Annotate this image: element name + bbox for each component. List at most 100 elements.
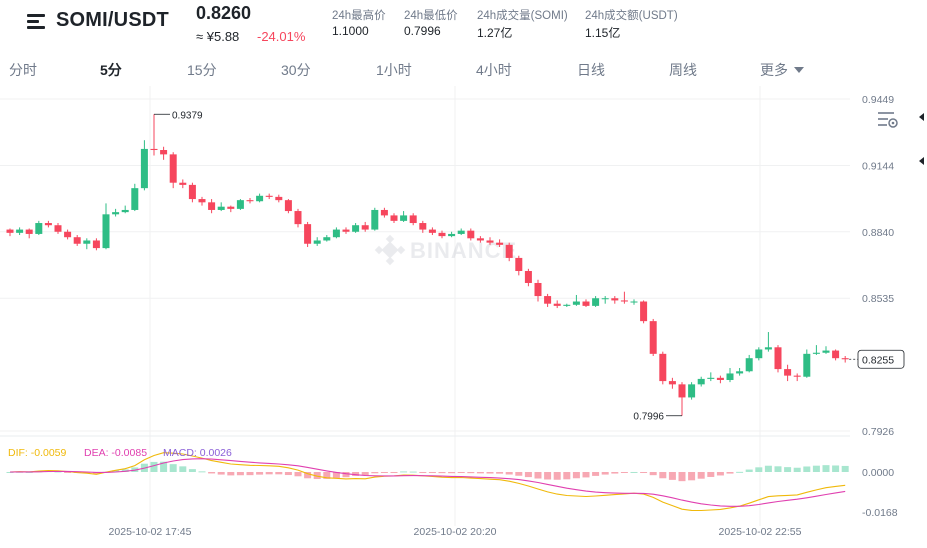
- macd-histogram-bar: [812, 465, 820, 472]
- macd-tick-label: -0.0168: [862, 507, 898, 519]
- dea-line: [9, 458, 846, 507]
- chart-settings-icon[interactable]: [877, 110, 899, 130]
- macd-histogram-bar: [169, 464, 177, 472]
- candle-body: [544, 296, 552, 304]
- interval-tabs: 分时 5分 15分 30分 1小时 4小时 日线 周线 更多: [0, 52, 927, 128]
- candle-body: [150, 148, 158, 151]
- candle-body: [812, 352, 820, 354]
- macd-histogram-bar: [150, 461, 158, 472]
- menu-icon[interactable]: [27, 14, 45, 30]
- candle-body: [102, 214, 110, 249]
- stat-volume-value: 1.27亿: [477, 26, 513, 40]
- candle-body: [592, 298, 600, 306]
- left-arrow-icon: [919, 113, 924, 121]
- price-axis: 0.9449 0.9144 0.8840 0.8535 0.7926: [862, 94, 894, 438]
- candle-body: [323, 237, 331, 241]
- stat-low-label: 24h最低价: [404, 10, 458, 22]
- time-tick-label: 2025-10-02 17:45: [109, 526, 192, 538]
- macd-histogram-bar: [64, 472, 72, 473]
- candle-body: [726, 373, 734, 380]
- dea-label: DEA: -0.0085: [84, 447, 148, 459]
- candle-body: [342, 229, 350, 232]
- candle-body: [169, 154, 177, 183]
- candle-body: [630, 301, 638, 303]
- side-collapse-arrows[interactable]: [916, 108, 927, 172]
- candle-body: [515, 257, 523, 271]
- candle-body: [803, 353, 811, 377]
- time-axis: 2025-10-02 17:45 2025-10-02 20:20 2025-10-…: [109, 526, 802, 538]
- macd-histogram-bar: [563, 472, 571, 480]
- macd-histogram-bar: [332, 472, 340, 478]
- macd-histogram-bar: [217, 472, 225, 475]
- macd-histogram-bar: [659, 472, 667, 479]
- chart-grid: [0, 86, 850, 526]
- more-intervals-button[interactable]: 更多: [760, 60, 804, 80]
- macd-histogram-bar: [620, 472, 628, 473]
- candle-body: [793, 375, 801, 377]
- candle-body: [553, 303, 561, 306]
- macd-histogram-bar: [832, 465, 840, 472]
- macd-histogram-bar: [179, 466, 187, 472]
- candle-body: [822, 350, 830, 353]
- macd-histogram-bar: [736, 471, 744, 473]
- macd-histogram-bar: [755, 467, 763, 472]
- time-tick-label: 2025-10-02 20:20: [414, 526, 497, 538]
- candle-body: [188, 184, 196, 200]
- macd-histogram-bar: [294, 472, 302, 477]
- candle-body: [265, 195, 273, 197]
- tab-timeline[interactable]: 分时: [9, 62, 37, 78]
- candle-body: [35, 223, 43, 234]
- macd-histogram-bar: [390, 472, 398, 473]
- macd-histogram-bar: [572, 472, 580, 479]
- candle-body: [428, 229, 436, 233]
- candle-body: [736, 371, 744, 374]
- stat-volume-label: 24h成交量(SOMI): [477, 10, 568, 22]
- candle-body: [73, 237, 81, 244]
- ticker-header: SOMI/USDT 0.8260 ≈ ¥5.88 -24.01% 24h最高价 …: [0, 0, 927, 52]
- candle-body: [467, 230, 475, 239]
- macd-histogram-bar: [707, 472, 715, 477]
- candle-body: [275, 196, 283, 201]
- left-arrow-icon: [919, 157, 924, 165]
- macd-histogram-bar: [726, 472, 734, 474]
- candle-body: [572, 301, 580, 305]
- candle-body: [649, 321, 657, 354]
- stat-turnover-label: 24h成交额(USDT): [585, 10, 678, 22]
- candle-body: [640, 301, 648, 322]
- tab-15m[interactable]: 15分: [187, 62, 217, 78]
- candle-body: [476, 238, 484, 241]
- candle-body: [198, 199, 206, 203]
- macd-histogram-bar: [524, 472, 532, 478]
- candle-body: [601, 298, 609, 300]
- macd-histogram-bar: [371, 472, 379, 474]
- macd-histogram-bar: [784, 467, 792, 472]
- price-tick-label: 0.7926: [862, 426, 894, 438]
- candle-body: [438, 232, 446, 237]
- macd-histogram-bar: [822, 465, 830, 472]
- candle-body: [841, 358, 849, 360]
- macd-histogram-bar: [284, 472, 292, 476]
- tab-1h[interactable]: 1小时: [376, 62, 412, 78]
- candle-body: [54, 225, 62, 232]
- candle-body: [486, 240, 494, 243]
- candle-body: [620, 300, 628, 302]
- tab-1d[interactable]: 日线: [577, 62, 605, 78]
- pair-title[interactable]: SOMI/USDT: [56, 9, 169, 31]
- macd-histogram-bar: [716, 472, 724, 476]
- candle-body: [313, 240, 321, 244]
- candle-body: [256, 195, 264, 202]
- candle-body: [563, 304, 571, 306]
- stat-high-value: 1.1000: [332, 24, 369, 38]
- tab-30m[interactable]: 30分: [281, 62, 311, 78]
- tab-5m[interactable]: 5分: [100, 62, 122, 78]
- macd-histogram-bar: [160, 461, 168, 472]
- tab-4h[interactable]: 4小时: [476, 62, 512, 78]
- macd-histogram-bar: [764, 465, 772, 472]
- candle-body: [457, 230, 465, 234]
- tab-1w[interactable]: 周线: [669, 62, 697, 78]
- macd-histogram-bar: [678, 472, 686, 482]
- macd-histogram-bar: [352, 472, 360, 476]
- macd-histogram-bar: [256, 472, 264, 475]
- macd-histogram-bar: [496, 472, 504, 474]
